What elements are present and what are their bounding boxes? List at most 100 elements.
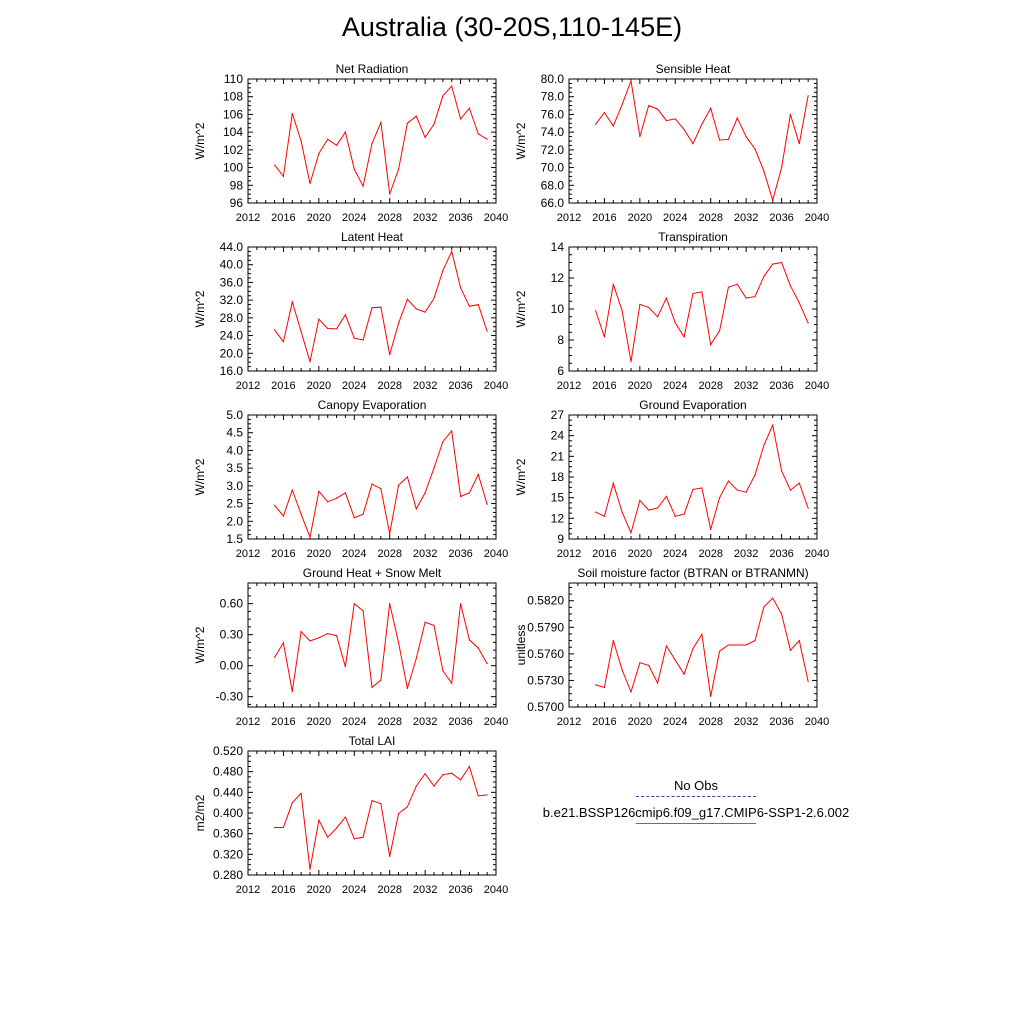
data-point xyxy=(344,492,347,494)
data-point xyxy=(344,131,347,133)
data-point xyxy=(648,664,650,666)
data-point xyxy=(442,269,444,272)
data-point xyxy=(621,309,623,312)
data-point xyxy=(291,802,293,804)
data-point xyxy=(745,297,747,299)
data-point xyxy=(353,838,355,840)
data-point xyxy=(335,827,338,829)
data-point xyxy=(406,122,409,124)
data-point xyxy=(727,480,730,482)
x-tick-label: 2040 xyxy=(805,548,829,560)
data-point xyxy=(282,175,285,178)
data-point xyxy=(763,606,765,608)
panel-2: Latent Heat 2012 2016 2020 2024 2028 2032 2036 2… xyxy=(193,230,508,392)
x-tick-label: 2028 xyxy=(698,548,722,560)
data-point xyxy=(300,513,302,515)
data-point xyxy=(327,327,329,330)
data-point xyxy=(433,624,435,626)
x-tick-label: 2024 xyxy=(342,212,366,224)
data-point xyxy=(353,337,355,339)
panel-title: Latent Heat xyxy=(341,230,404,244)
y-tick-label: 108 xyxy=(223,90,243,104)
data-point xyxy=(656,507,659,509)
data-point xyxy=(424,621,426,623)
y-tick-label: 20.0 xyxy=(220,346,244,360)
x-tick-label: 2036 xyxy=(448,380,472,392)
panel-title: Ground Heat + Snow Melt xyxy=(303,566,442,580)
data-point xyxy=(273,504,276,506)
data-point xyxy=(451,772,453,774)
data-point xyxy=(754,296,756,298)
data-point xyxy=(683,673,685,675)
data-point xyxy=(648,104,650,107)
y-tick-label: 6 xyxy=(557,364,564,378)
data-point xyxy=(442,670,444,672)
data-point xyxy=(291,301,293,303)
data-point xyxy=(459,495,462,498)
x-tick-label: 2020 xyxy=(628,548,652,560)
x-tick-label: 2032 xyxy=(734,716,758,728)
panel-title: Total LAI xyxy=(349,734,396,748)
data-point xyxy=(798,639,800,642)
x-tick-label: 2024 xyxy=(342,380,366,392)
y-tick-label: -0.30 xyxy=(216,690,244,704)
x-tick-label: 2036 xyxy=(448,884,472,896)
data-point xyxy=(683,336,685,338)
data-point xyxy=(656,682,659,684)
data-point xyxy=(648,509,650,511)
data-point xyxy=(344,666,347,668)
series-line xyxy=(595,423,809,535)
y-tick-label: 0.60 xyxy=(220,597,244,611)
y-tick-label: 0.520 xyxy=(213,744,243,758)
y-axis-label: W/m^2 xyxy=(514,290,528,327)
data-point xyxy=(745,135,747,138)
data-point xyxy=(718,139,721,141)
data-point xyxy=(736,644,738,646)
x-tick-label: 2012 xyxy=(236,380,260,392)
y-tick-label: 8 xyxy=(557,333,564,347)
data-point xyxy=(327,836,329,838)
data-point xyxy=(639,303,641,305)
x-tick-label: 2032 xyxy=(413,884,437,896)
y-tick-label: 66.0 xyxy=(541,196,565,210)
data-point xyxy=(665,120,668,122)
y-tick-label: 2.5 xyxy=(226,497,243,511)
y-axis-label: W/m^2 xyxy=(514,458,528,495)
x-tick-label: 2028 xyxy=(698,716,722,728)
data-point xyxy=(603,686,606,689)
data-point xyxy=(291,489,293,491)
y-tick-label: 0.5730 xyxy=(527,673,564,687)
data-point xyxy=(772,424,774,426)
data-point xyxy=(389,193,391,195)
data-point xyxy=(468,765,471,768)
y-tick-label: 12 xyxy=(551,271,565,285)
x-tick-label: 2024 xyxy=(663,548,687,560)
data-point xyxy=(718,650,721,652)
x-tick-label: 2032 xyxy=(413,212,437,224)
y-tick-label: 2.0 xyxy=(226,514,243,528)
data-point xyxy=(273,656,276,659)
data-point xyxy=(701,633,703,635)
data-point xyxy=(380,679,382,681)
y-tick-label: 28.0 xyxy=(220,311,244,325)
x-tick-label: 2020 xyxy=(307,212,331,224)
data-point xyxy=(300,140,302,142)
data-point xyxy=(736,283,738,285)
x-tick-label: 2024 xyxy=(663,212,687,224)
plot-frame xyxy=(247,582,497,708)
data-point xyxy=(300,330,302,333)
data-point xyxy=(318,819,320,821)
x-tick-label: 2036 xyxy=(769,548,793,560)
data-point xyxy=(674,515,676,517)
data-point xyxy=(406,298,409,300)
data-point xyxy=(621,511,623,513)
x-tick-label: 2028 xyxy=(377,380,401,392)
data-point xyxy=(754,148,756,150)
data-point xyxy=(621,104,623,106)
data-point xyxy=(798,143,800,145)
data-point xyxy=(406,476,409,478)
data-point xyxy=(353,517,355,519)
plot-frame xyxy=(568,414,818,540)
data-point xyxy=(397,484,400,486)
